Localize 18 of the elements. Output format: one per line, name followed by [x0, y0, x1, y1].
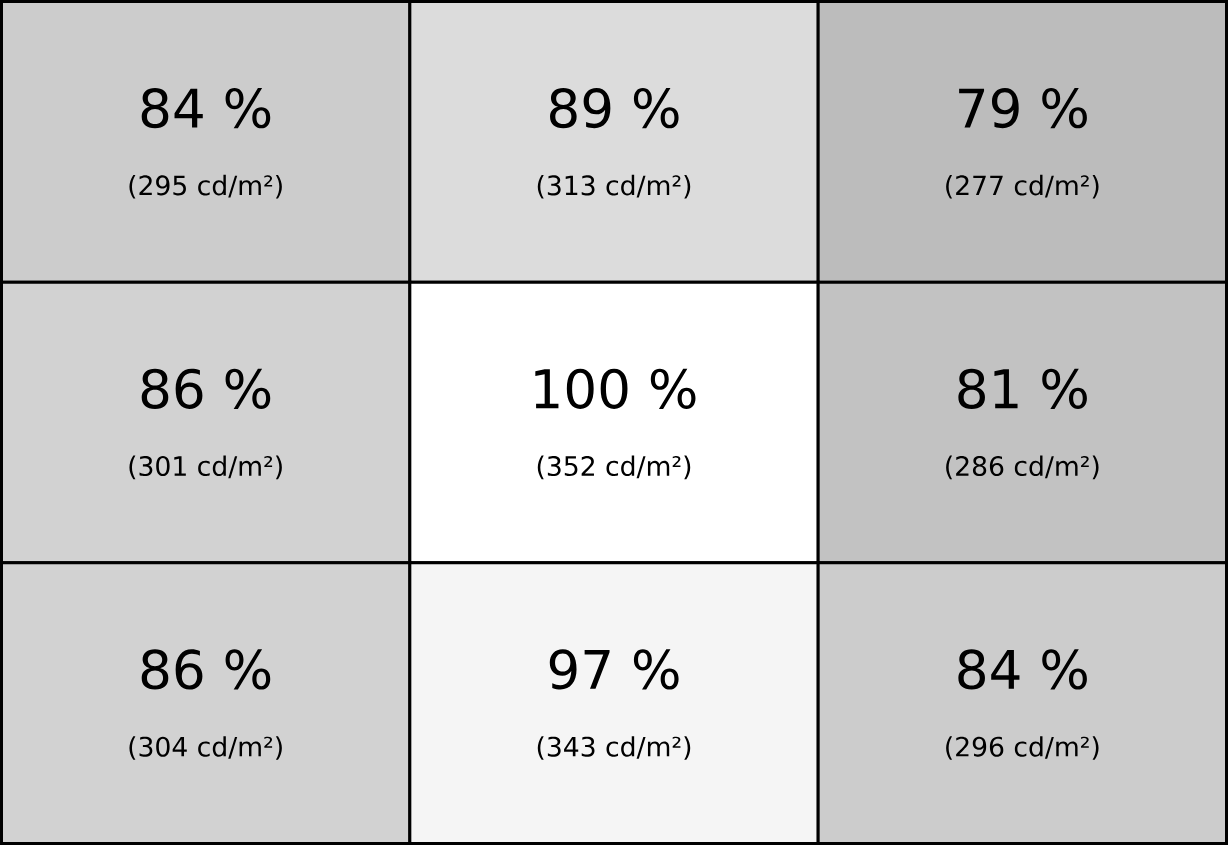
data-label: 84 % [141, 88, 271, 129]
annotation: (286 cd/m²) [946, 455, 1099, 480]
annotation: (343 cd/m²) [537, 736, 691, 760]
data-label: 86 % [141, 649, 271, 690]
data-label: 86 % [141, 368, 271, 409]
data-label: 89 % [550, 88, 679, 129]
data-label: 81 % [958, 368, 1087, 409]
data-label: 100 % [535, 368, 696, 409]
annotation: (301 cd/m²) [129, 455, 282, 480]
annotation: (304 cd/m²) [129, 736, 282, 760]
annotation: (277 cd/m²) [946, 174, 1099, 199]
annotation: (296 cd/m²) [946, 736, 1099, 760]
data-label: 97 % [549, 649, 679, 690]
data-label: 79 % [959, 88, 1087, 129]
annotation: (352 cd/m²) [537, 455, 691, 480]
data-label: 84 % [958, 649, 1087, 690]
annotation: (295 cd/m²) [129, 174, 282, 199]
annotation: (313 cd/m²) [537, 174, 691, 199]
